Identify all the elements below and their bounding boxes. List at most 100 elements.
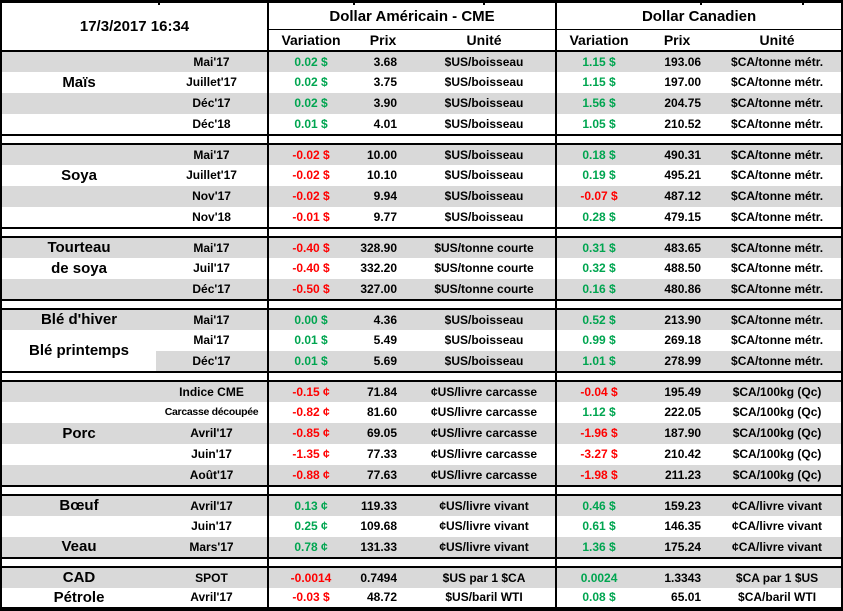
us-unit-cell: $US/boisseau [413,185,558,207]
us-unit-cell: $US/boisseau [413,308,558,330]
ca-variation-cell: 1.05 $ [582,116,616,131]
us-variation-cell: 0.02 $ [268,50,354,72]
commodity-label: Veau [1,536,156,558]
ca-price-cell: 211.23 [641,464,714,486]
us-price-cell: 77.63 [353,464,414,486]
ca-unit-cell: $CA/tonne métr. [713,350,843,372]
us-unit-cell: $US/boisseau [413,350,558,372]
separator-cell [268,556,558,568]
contract-cell: Déc'17 [156,278,270,300]
gridline-stub [483,0,485,5]
us-variation-cell: 0.00 $ [268,308,354,330]
us-variation-cell: -1.35 ¢ [292,447,330,461]
price-row: Carcasse découpée -0.82 ¢ 81.60 ¢US/livre c… [1,401,842,423]
section-separator [1,556,843,568]
contract-cell: Nov'17 [156,185,270,207]
ca-price-cell: 488.50 [664,261,702,275]
us-variation-cell: 0.78 ¢ [268,536,354,558]
us-price-cell: 328.90 [353,236,414,258]
us-unit-cell: ¢US/livre carcasse [413,380,558,402]
price-row: Août'17 -0.88 ¢ 77.63 ¢US/livre carcasse -1.… [1,464,843,486]
ca-price-cell: 195.49 [641,380,714,402]
table-body: Mai'17 0.02 $3.68 $US/boisseau 1.15 $193.06… [1,50,843,609]
price-row: Bœuf Avril'17 0.13 ¢ 119.33 ¢US/livre vivant… [1,494,843,516]
ca-unit-cell: $CA par 1 $US [713,566,843,588]
us-variation-cell: -0.03 $ [292,590,330,604]
us-variation-cell: 0.13 ¢ [268,494,354,516]
us-price-cell: 0.7494 [353,566,414,588]
price-row: Maïs Juillet'17 0.02 $ 3.75 $US/boisseau 1.15… [1,71,842,93]
commodity-label: Maïs [62,73,96,91]
us-variation-cell: -0.85 ¢ [268,422,354,444]
cad-group-header: Dollar Canadien [556,1,843,30]
us-price-cell: 71.84 [353,380,414,402]
us-variation-cell: -0.02 $ [268,143,354,165]
contract-cell: Avril'17 [156,422,270,444]
contract-cell: Août'17 [156,464,270,486]
commodity-label: Soya [61,166,97,184]
gridline-stub [700,0,702,5]
separator-cell [268,226,558,238]
price-row: Blé printemps Mai'17 0.01 $5.49 $US/boissea… [1,329,842,372]
us-unit-cell: $US/boisseau [413,71,558,93]
us-prix-header: Prix [353,29,414,52]
us-variation-cell: -0.40 $ [268,236,354,258]
us-unit-cell: $US/boisseau [413,164,558,186]
us-unit-cell: ¢US/livre carcasse [413,443,558,465]
contract-cell: Déc'17 [156,350,270,372]
us-price-cell: 4.01 [373,116,398,131]
gridline-stub [353,0,355,5]
ca-unit-cell: $CA/100kg (Qc) [732,447,822,461]
usd-group-header: Dollar Américain - CME [268,1,558,30]
ca-price-cell: 204.75 [641,92,714,114]
ca-price-cell: 193.06 [641,50,714,72]
ca-variation-cell: 0.08 $ [582,590,616,604]
separator-cell [268,370,558,382]
us-unit-cell: $US/tonne courte [413,257,558,279]
ca-unit-cell: $CA/tonne métr. [731,333,824,347]
us-unit-cell: $US/boisseau [413,50,558,72]
timestamp-cell: 17/3/2017 16:34 [1,1,270,52]
contract-cell: Mai'17 [156,329,270,351]
ca-price-cell: 1.3343 [641,566,714,588]
ca-unit-cell: $CA/tonne métr. [731,75,824,89]
separator-cell [556,133,843,145]
ca-variation-header: Variation [556,29,642,52]
us-unit-cell: ¢US/livre vivant [413,536,558,558]
commodity-label [1,380,156,402]
ca-variation-cell: -0.07 $ [556,185,642,207]
price-row: Soya Juillet'17 -0.02 $ 10.10 $US/boisseau 0.… [1,164,842,186]
group-header-row: 17/3/2017 16:34 Dollar Américain - CME D… [1,1,843,52]
us-variation-cell: -0.02 $ [268,185,354,207]
us-unit-cell: ¢US/livre vivant [413,494,558,516]
price-row: Juin'17 0.25 ¢ 109.68 ¢US/livre vivant 0.61 … [1,515,842,537]
ca-unit-cell: $CA/100kg (Qc) [713,380,843,402]
commodity-label: Pétrole [53,588,105,606]
ca-variation-cell: 1.15 $ [556,50,642,72]
commodity-label [1,185,156,207]
gridline-stub [158,0,160,5]
us-price-cell: 4.36 [353,308,414,330]
ca-price-cell: 269.18 [664,333,702,347]
ca-variation-cell: 1.15 $ [582,75,616,89]
us-price-cell: 9.77 [373,209,398,224]
contract-cell: Mai'17 [156,143,270,165]
price-row: Veau Mars'17 0.78 ¢ 131.33 ¢US/livre vivant 1… [1,536,843,558]
ca-unit-cell: $CA/tonne métr. [713,92,843,114]
us-unit-cell: $US/boisseau [413,329,558,351]
separator-cell [1,298,270,310]
ca-variation-cell: 0.46 $ [556,494,642,516]
price-row: Nov'18 -0.01 $ 9.77 $US/boisseau 0.28 $ 479.1… [1,206,842,228]
price-row: Nov'17 -0.02 $9.94 $US/boisseau -0.07 $487.… [1,185,843,207]
contract-cell: Avril'17 [156,494,270,516]
contract-cell: Indice CME [156,380,270,402]
ca-price-cell: 210.42 [664,447,702,461]
separator-cell [1,370,270,382]
ca-price-cell: 222.05 [664,405,702,419]
commodity-label [1,402,156,423]
commodity-label [1,444,156,465]
gridline-stub [802,0,804,5]
commodity-label: Bœuf [1,494,156,516]
us-unit-cell: ¢US/livre vivant [413,515,558,537]
